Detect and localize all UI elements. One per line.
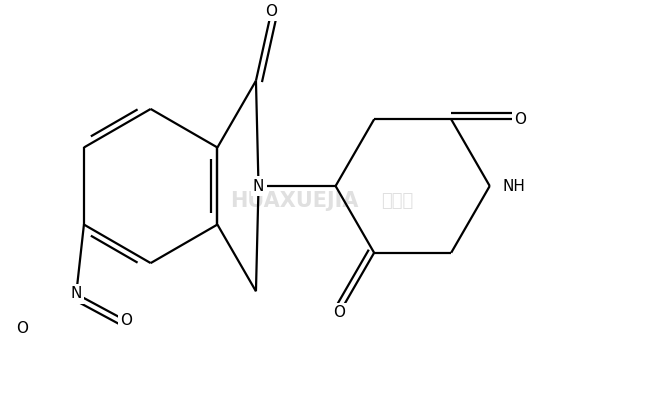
Text: 化学加: 化学加 <box>381 192 413 210</box>
Text: O: O <box>120 313 132 328</box>
Text: O: O <box>333 305 346 320</box>
Text: O: O <box>514 112 527 127</box>
Text: HUAXUEJIA: HUAXUEJIA <box>230 192 359 211</box>
Text: O: O <box>17 321 28 336</box>
Text: O: O <box>265 4 278 19</box>
Text: N: N <box>253 178 264 194</box>
Text: N: N <box>71 286 82 302</box>
Text: NH: NH <box>502 178 525 194</box>
